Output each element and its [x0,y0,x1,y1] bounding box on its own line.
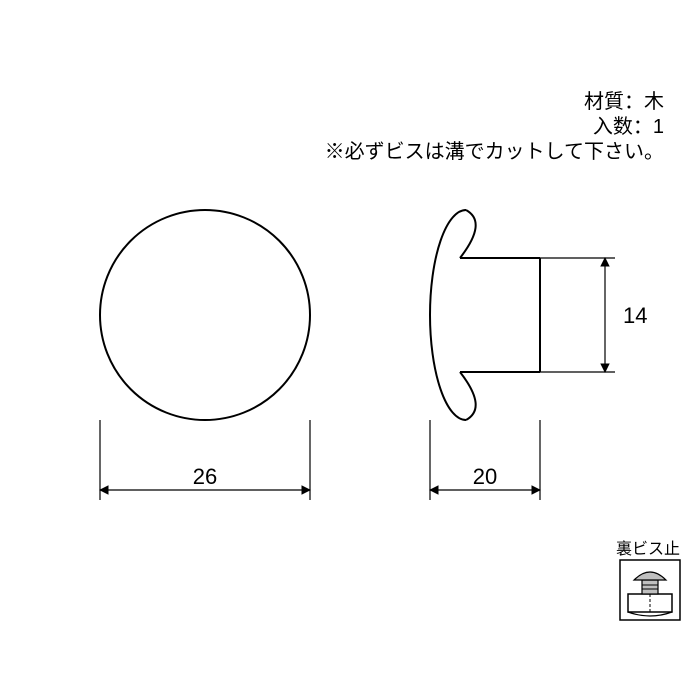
material-colon: ： [624,91,644,113]
icon-shaft [642,580,658,594]
side-view [430,210,540,420]
icon-screw-head [634,572,666,580]
dim-value: 20 [473,464,497,489]
note-line: ※必ずビスは溝でカットして下さい。 [325,140,664,163]
dimension-stem-height: 14 [540,258,647,372]
technical-drawing: 材質：木 入数：1 ※必ずビスは溝でカットして下さい。 26 20 14 裏ビス… [0,0,691,691]
material-value: 木 [644,90,664,113]
qty-label: 入数 [593,115,633,138]
material-line: 材質：木 [584,90,664,113]
side-head-back-bottom [460,372,476,420]
spec-text-block: 材質：木 入数：1 ※必ずビスは溝でカットして下さい。 [325,90,664,163]
dim-value: 26 [193,464,217,489]
corner-screw-icon: 裏ビス止 [616,539,680,620]
qty-colon: ： [633,116,653,138]
corner-label: 裏ビス止 [616,539,680,558]
front-circle [100,210,310,420]
qty-value: 1 [653,116,664,138]
qty-line: 入数：1 [593,115,664,138]
dimension-front-diameter: 26 [100,420,310,500]
dim-value: 14 [623,303,647,328]
dimension-side-depth: 20 [430,420,540,500]
side-head-outline [430,210,466,420]
front-view [100,210,310,420]
material-label: 材質 [584,90,624,113]
side-head-back-top [460,210,476,258]
